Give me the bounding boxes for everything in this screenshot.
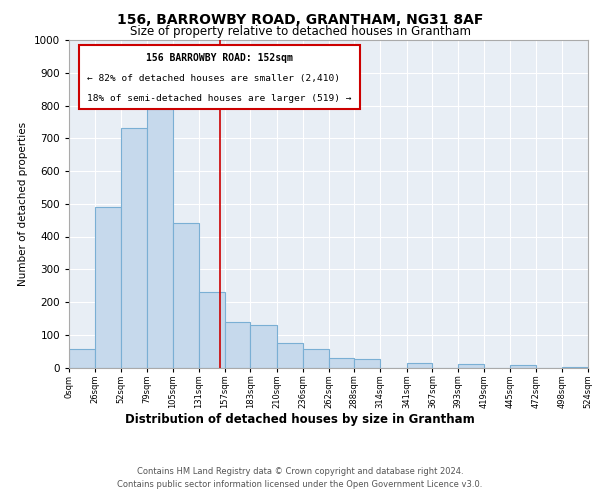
Bar <box>354 360 380 368</box>
Text: Size of property relative to detached houses in Grantham: Size of property relative to detached ho… <box>130 25 470 38</box>
Text: 156, BARROWBY ROAD, GRANTHAM, NG31 8AF: 156, BARROWBY ROAD, GRANTHAM, NG31 8AF <box>117 12 483 26</box>
Bar <box>69 350 95 368</box>
Y-axis label: Number of detached properties: Number of detached properties <box>18 122 28 286</box>
Bar <box>562 366 588 368</box>
Bar <box>224 322 250 368</box>
Bar <box>303 350 329 368</box>
Bar <box>173 224 199 368</box>
Bar <box>458 364 484 368</box>
Text: Contains public sector information licensed under the Open Government Licence v3: Contains public sector information licen… <box>118 480 482 489</box>
Bar <box>95 207 121 368</box>
Bar <box>329 358 354 368</box>
Bar <box>407 362 433 368</box>
Text: Contains HM Land Registry data © Crown copyright and database right 2024.: Contains HM Land Registry data © Crown c… <box>137 468 463 476</box>
Bar <box>147 109 173 368</box>
Bar <box>199 292 224 368</box>
Bar <box>277 343 303 367</box>
Text: ← 82% of detached houses are smaller (2,410): ← 82% of detached houses are smaller (2,… <box>87 74 340 84</box>
Bar <box>250 325 277 368</box>
Text: Distribution of detached houses by size in Grantham: Distribution of detached houses by size … <box>125 412 475 426</box>
Bar <box>121 128 147 368</box>
FancyBboxPatch shape <box>79 45 359 109</box>
Bar <box>510 365 536 368</box>
Text: 18% of semi-detached houses are larger (519) →: 18% of semi-detached houses are larger (… <box>87 94 352 103</box>
Text: 156 BARROWBY ROAD: 152sqm: 156 BARROWBY ROAD: 152sqm <box>146 53 293 63</box>
